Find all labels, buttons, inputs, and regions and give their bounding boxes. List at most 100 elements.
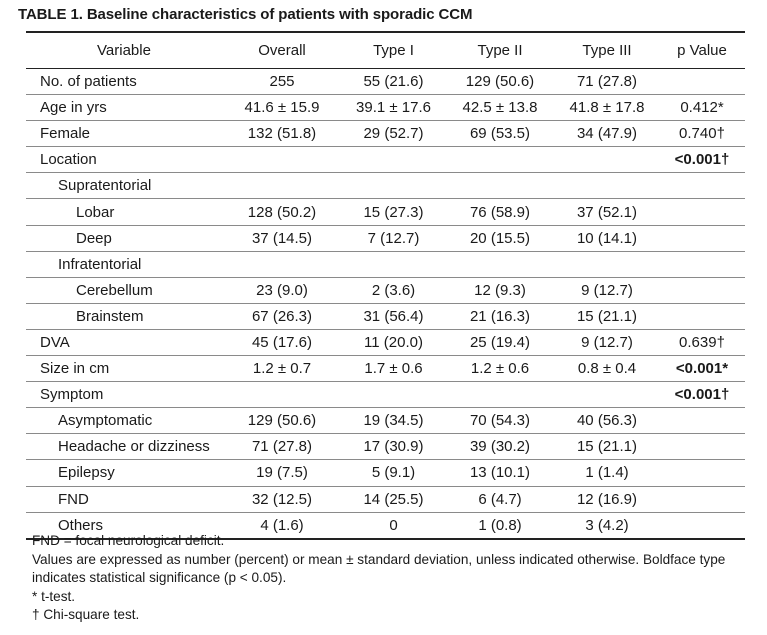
row-label: Deep [26,225,222,252]
table-cell [445,146,555,174]
table-cell: 67 (26.3) [222,303,342,330]
column-header-type-ii: Type II [445,31,555,69]
p-value-cell [659,486,745,513]
table-cell: 0 [342,512,445,540]
table-cell: 45 (17.6) [222,329,342,357]
table-row: No. of patients 255 55 (21.6) 129 (50.6) 71 … [26,68,745,96]
table-cell [342,172,445,200]
table-cell: 3 (4.2) [555,512,659,540]
column-header-type-i: Type I [342,31,445,69]
table-cell: 37 (14.5) [222,225,342,252]
column-header-type-iii: Type III [555,31,659,69]
table-row: Lobar 128 (50.2) 15 (27.3) 76 (58.9) 37 (52.… [26,198,745,226]
table-row: Asymptomatic 129 (50.6) 19 (34.5) 70 (54.3)… [26,407,745,435]
row-label: No. of patients [26,68,222,96]
table-cell: 39.1 ± 17.6 [342,94,445,122]
table-cell: 42.5 ± 13.8 [445,94,555,122]
table-cell [222,146,342,174]
table-row: Age in yrs 41.6 ± 15.9 39.1 ± 17.6 42.5 ± 1… [26,94,745,122]
p-value-cell [659,303,745,330]
row-label: Female [26,120,222,148]
table-cell [555,146,659,174]
table-cell: 12 (16.9) [555,486,659,513]
row-label: Size in cm [26,355,222,383]
table-cell: 5 (9.1) [342,459,445,487]
table-cell: 128 (50.2) [222,198,342,226]
row-label: Epilepsy [26,459,222,487]
table-cell: 15 (21.1) [555,303,659,330]
table-cell: 9 (12.7) [555,329,659,357]
table-cell: 40 (56.3) [555,407,659,435]
footnote-chi-square: † Chi-square test. [32,607,140,622]
p-value-cell [659,225,745,252]
table-cell [222,251,342,278]
table-row: Deep 37 (14.5) 7 (12.7) 20 (15.5) 10 (14.1) [26,225,745,252]
table-row: DVA 45 (17.6) 11 (20.0) 25 (19.4) 9 (12.7) 0.… [26,329,745,357]
table-cell: 1 (1.4) [555,459,659,487]
row-label: Symptom [26,381,222,409]
table-row: Epilepsy 19 (7.5) 5 (9.1) 13 (10.1) 1 (1.4) [26,459,745,487]
table-cell: 14 (25.5) [342,486,445,513]
p-value-cell [659,277,745,304]
p-value-cell [659,172,745,200]
row-label: Cerebellum [26,277,222,304]
table-cell: 29 (52.7) [342,120,445,148]
p-value-cell [659,407,745,435]
table-cell: 1.2 ± 0.7 [222,355,342,383]
table-cell: 69 (53.5) [445,120,555,148]
table-row: Female 132 (51.8) 29 (52.7) 69 (53.5) 34 (47… [26,120,745,148]
table-cell: 71 (27.8) [222,433,342,461]
table-row: Brainstem 67 (26.3) 31 (56.4) 21 (16.3) 15 (… [26,303,745,330]
table-cell [222,172,342,200]
p-value-cell [659,68,745,96]
row-label: Location [26,146,222,174]
table-cell [555,381,659,409]
table-cell: 25 (19.4) [445,329,555,357]
table-row: Headache or dizziness 71 (27.8) 17 (30.9) 3… [26,433,745,461]
table-cell: 55 (21.6) [342,68,445,96]
column-header-variable: Variable [26,31,222,69]
baseline-table: Variable Overall Type I Type II Type III… [26,31,745,540]
row-label: Others [26,512,222,540]
table-cell: 15 (21.1) [555,433,659,461]
table-cell: 71 (27.8) [555,68,659,96]
p-value-cell [659,251,745,278]
table-cell: 4 (1.6) [222,512,342,540]
table-cell [445,251,555,278]
table-cell: 15 (27.3) [342,198,445,226]
table-cell: 129 (50.6) [445,68,555,96]
table-cell: 37 (52.1) [555,198,659,226]
table-cell [555,172,659,200]
row-label: Headache or dizziness [26,433,222,461]
table-cell: 11 (20.0) [342,329,445,357]
row-label: Lobar [26,198,222,226]
table-body: No. of patients 255 55 (21.6) 129 (50.6) 71 … [26,68,745,540]
p-value-cell: <0.001* [659,355,745,383]
table-cell: 32 (12.5) [222,486,342,513]
row-label: FND [26,486,222,513]
column-header-overall: Overall [222,31,342,69]
p-value-cell: <0.001† [659,146,745,174]
table-row: Size in cm 1.2 ± 0.7 1.7 ± 0.6 1.2 ± 0.6 0.8… [26,355,745,383]
table-cell [222,381,342,409]
table-cell [445,172,555,200]
table-cell [342,146,445,174]
row-label: Supratentorial [26,172,222,200]
row-label: Brainstem [26,303,222,330]
footnote-values: Values are expressed as number (percent)… [32,551,726,586]
footnotes: FND = focal neurological deficit. Values… [32,532,732,625]
header-row: Variable Overall Type I Type II Type III… [26,31,745,69]
table-cell: 1 (0.8) [445,512,555,540]
table-cell: 23 (9.0) [222,277,342,304]
table-cell: 129 (50.6) [222,407,342,435]
table-cell: 76 (58.9) [445,198,555,226]
table-cell: 0.8 ± 0.4 [555,355,659,383]
table-cell: 70 (54.3) [445,407,555,435]
column-header-p-value: p Value [659,31,745,69]
table-cell [342,251,445,278]
table-cell: 19 (7.5) [222,459,342,487]
table-cell: 12 (9.3) [445,277,555,304]
row-label: Asymptomatic [26,407,222,435]
p-value-cell: 0.412* [659,94,745,122]
table-cell: 10 (14.1) [555,225,659,252]
